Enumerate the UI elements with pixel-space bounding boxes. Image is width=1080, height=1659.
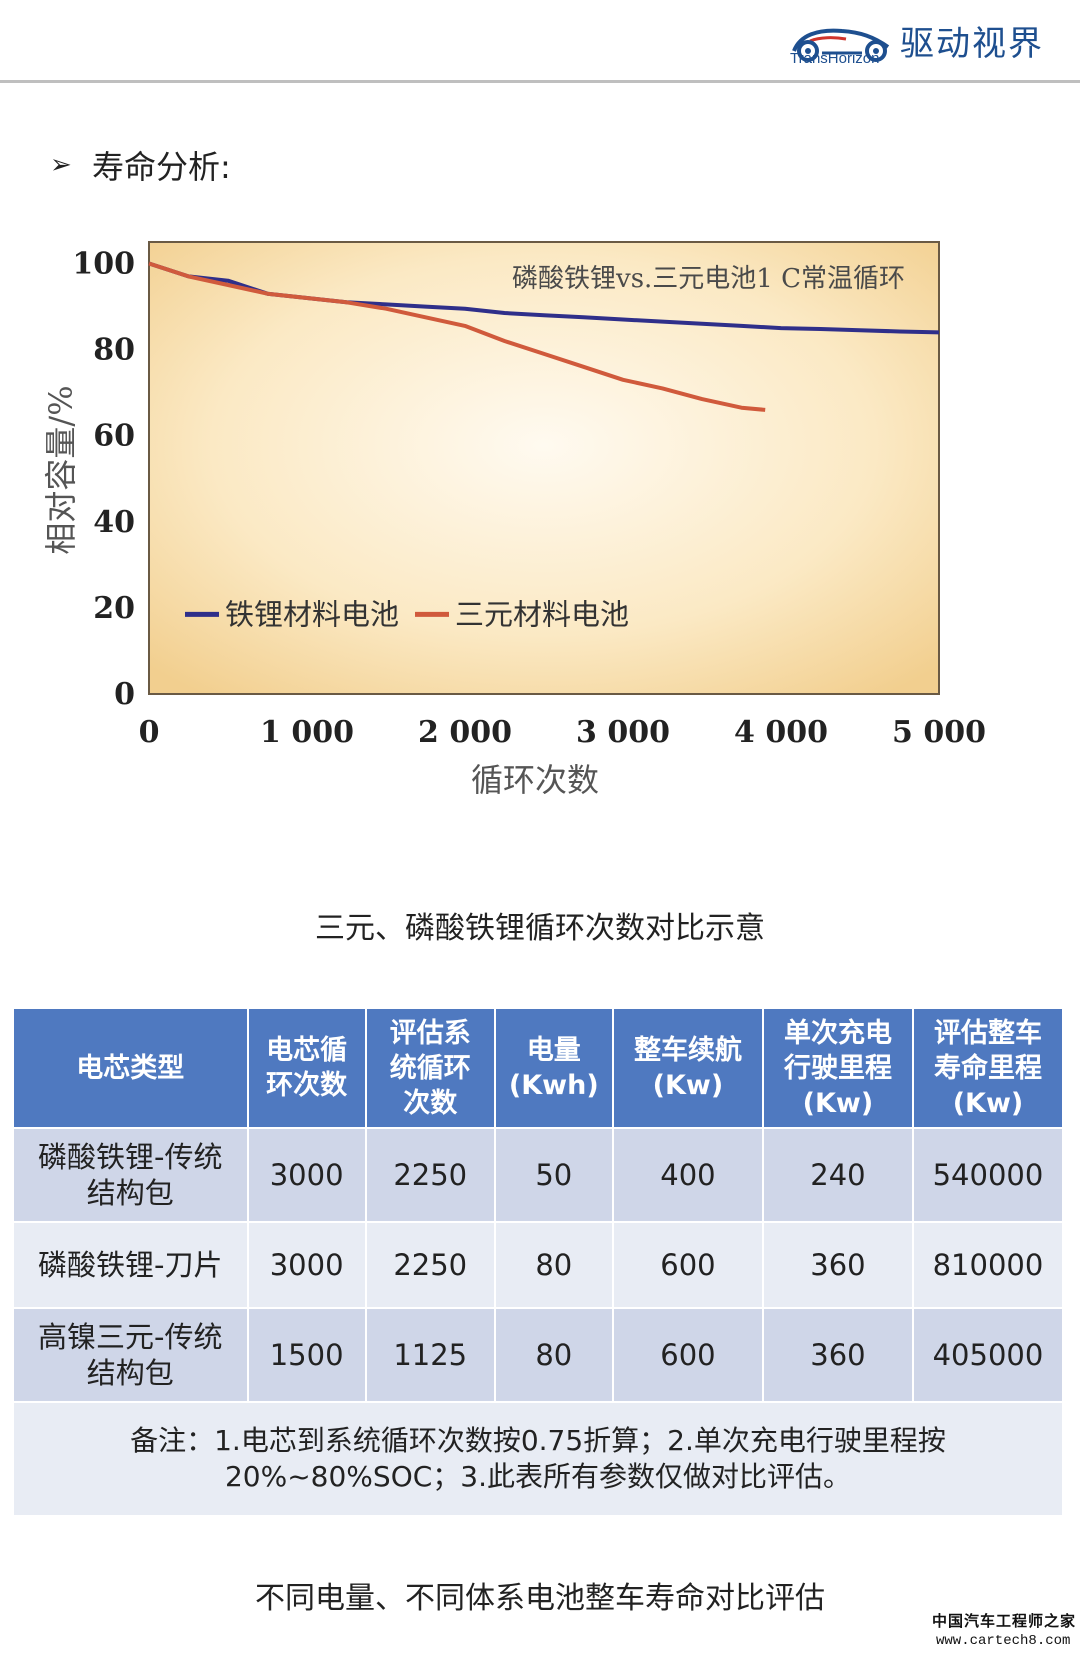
y-tick-label: 40 bbox=[93, 505, 135, 540]
chart-legend: 铁锂材料电池 三元材料电池 bbox=[185, 597, 629, 631]
table-row: 高镍三元-传统 结构包 1500 1125 80 600 360 405000 bbox=[12, 1307, 1065, 1403]
series-line-1 bbox=[148, 261, 766, 412]
table-row: 磷酸铁锂-传统 结构包 3000 2250 50 400 240 540000 bbox=[12, 1127, 1065, 1223]
x-tick-label: 1 000 bbox=[260, 715, 354, 750]
cell-single-charge: 240 bbox=[761, 1127, 914, 1223]
watermark-url: www.cartech8.com bbox=[936, 1633, 1071, 1649]
table-row: 磷酸铁锂-刀片 3000 2250 80 600 360 810000 bbox=[12, 1221, 1065, 1309]
table-note: 备注：1.电芯到系统循环次数按0.75折算；2.单次充电行驶里程按 20%~80%… bbox=[12, 1401, 1064, 1517]
logo-chinese-text: 驱动视界 bbox=[900, 24, 1044, 64]
chart-caption: 三元、磷酸铁锂循环次数对比示意 bbox=[315, 911, 765, 946]
cell-range: 600 bbox=[611, 1307, 764, 1403]
cell-lifetime: 810000 bbox=[911, 1221, 1065, 1309]
plot-area bbox=[148, 241, 940, 695]
y-tick-label: 60 bbox=[93, 419, 135, 454]
cell-single-charge: 360 bbox=[761, 1307, 914, 1403]
cell-type: 磷酸铁锂-刀片 bbox=[12, 1221, 249, 1309]
y-tick-label: 80 bbox=[93, 333, 135, 368]
section-title: 寿命分析: bbox=[92, 148, 231, 186]
header-cell-system-cycles: 评估系 统循环 次数 bbox=[364, 1007, 496, 1129]
header-cell-lifetime: 评估整车 寿命里程 (Kw) bbox=[911, 1007, 1065, 1129]
y-tick-label: 100 bbox=[72, 247, 135, 282]
header-cell-cell-cycles: 电芯循 环次数 bbox=[246, 1007, 367, 1129]
table-caption: 不同电量、不同体系电池整车寿命对比评估 bbox=[255, 1581, 825, 1616]
arrow-bullet-icon: ➢ bbox=[50, 150, 72, 180]
cell-system-cycles: 1125 bbox=[364, 1307, 496, 1403]
x-tick-label: 4 000 bbox=[734, 715, 828, 750]
cell-type: 高镍三元-传统 结构包 bbox=[12, 1307, 249, 1403]
cycle-life-chart: 磷酸铁锂vs.三元电池1 C常温循环 0 20 40 60 80 100 0 1 000 2 … bbox=[30, 235, 1060, 855]
x-tick-label: 3 000 bbox=[576, 715, 670, 750]
y-tick-label: 0 bbox=[114, 677, 135, 712]
watermark-text: 中国汽车工程师之家 bbox=[932, 1612, 1077, 1630]
cell-system-cycles: 2250 bbox=[364, 1127, 496, 1223]
x-axis-ticks: 0 1 000 2 000 3 000 4 000 5 000 bbox=[139, 715, 986, 750]
cell-lifetime: 540000 bbox=[911, 1127, 1065, 1223]
legend-label-1: 三元材料电池 bbox=[455, 597, 629, 631]
x-axis-label: 循环次数 bbox=[471, 761, 599, 799]
cell-cell-cycles: 1500 bbox=[246, 1307, 367, 1403]
cell-range: 400 bbox=[611, 1127, 764, 1223]
battery-life-table: 电芯类型 电芯循 环次数 评估系 统循环 次数 电量 (Kwh) 整车续航 (Kw) 单次… bbox=[12, 1007, 1065, 1517]
cell-capacity: 50 bbox=[493, 1127, 614, 1223]
header-divider bbox=[0, 80, 1080, 83]
chart-title: 磷酸铁锂vs.三元电池1 C常温循环 bbox=[512, 264, 905, 294]
table-header-row: 电芯类型 电芯循 环次数 评估系 统循环 次数 电量 (Kwh) 整车续航 (Kw) 单次… bbox=[12, 1007, 1065, 1129]
x-tick-label: 0 bbox=[139, 715, 160, 750]
y-axis-ticks: 0 20 40 60 80 100 bbox=[72, 247, 135, 712]
cell-lifetime: 405000 bbox=[911, 1307, 1065, 1403]
x-tick-label: 5 000 bbox=[892, 715, 986, 750]
cell-single-charge: 360 bbox=[761, 1221, 914, 1309]
header-cell-range: 整车续航 (Kw) bbox=[611, 1007, 764, 1129]
y-axis-label: 相对容量/% bbox=[42, 385, 80, 554]
cell-capacity: 80 bbox=[493, 1221, 614, 1309]
cell-system-cycles: 2250 bbox=[364, 1221, 496, 1309]
cell-type: 磷酸铁锂-传统 结构包 bbox=[12, 1127, 249, 1223]
table-note-row: 备注：1.电芯到系统循环次数按0.75折算；2.单次充电行驶里程按 20%~80%… bbox=[12, 1401, 1064, 1517]
header-cell-type: 电芯类型 bbox=[12, 1007, 249, 1129]
series-lines bbox=[148, 261, 940, 412]
page-header: TransHorizon 驱动视界 bbox=[0, 0, 1080, 82]
header-cell-single-charge: 单次充电 行驶里程 (Kw) bbox=[761, 1007, 914, 1129]
chart-svg: 磷酸铁锂vs.三元电池1 C常温循环 0 20 40 60 80 100 0 1 000 2 … bbox=[42, 241, 986, 799]
cell-range: 600 bbox=[611, 1221, 764, 1309]
header-cell-capacity: 电量 (Kwh) bbox=[493, 1007, 614, 1129]
x-tick-label: 2 000 bbox=[418, 715, 512, 750]
y-tick-label: 20 bbox=[93, 591, 135, 626]
logo-latin-text: TransHorizon bbox=[790, 50, 880, 67]
car-logo-icon bbox=[792, 28, 890, 62]
cell-cell-cycles: 3000 bbox=[246, 1127, 367, 1223]
cell-capacity: 80 bbox=[493, 1307, 614, 1403]
cell-cell-cycles: 3000 bbox=[246, 1221, 367, 1309]
legend-label-0: 铁锂材料电池 bbox=[225, 597, 399, 631]
